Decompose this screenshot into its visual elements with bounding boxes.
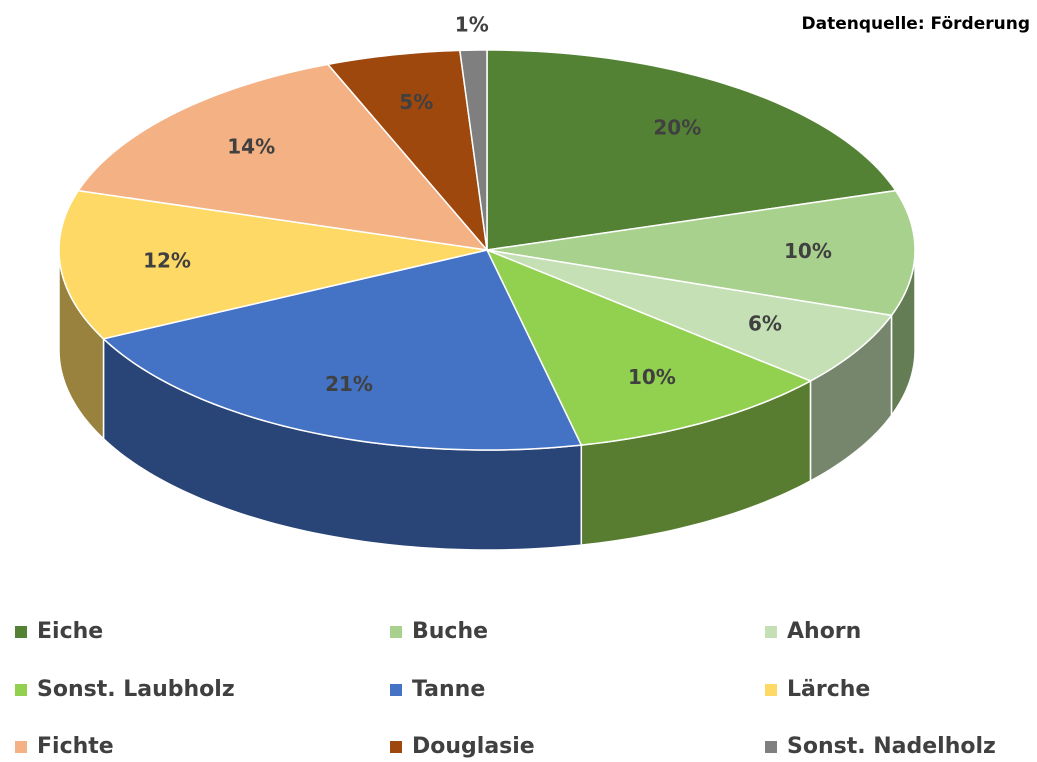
legend-swatch: [765, 684, 777, 696]
slice: [58, 189, 488, 340]
legend-label: Sonst. Nadelholz: [787, 734, 996, 759]
data-label: 10%: [784, 239, 832, 263]
legend-swatch: [765, 626, 777, 638]
slice: [76, 63, 489, 252]
data-label: 14%: [227, 135, 275, 159]
legend-swatch: [15, 684, 27, 696]
source-note: Datenquelle: Förderung: [802, 14, 1031, 34]
legend-swatch: [765, 741, 777, 753]
legend-swatch: [15, 626, 27, 638]
slice: [458, 49, 488, 251]
legend-swatch: [390, 626, 402, 638]
legend-label: Sonst. Laubholz: [37, 677, 235, 702]
data-label: 20%: [653, 116, 701, 140]
legend-label: Fichte: [37, 734, 114, 759]
legend-swatch: [15, 741, 27, 753]
slice: [486, 189, 916, 317]
data-label: 6%: [748, 312, 782, 336]
legend-label: Ahorn: [787, 619, 861, 644]
legend-swatch: [390, 741, 402, 753]
legend-label: Tanne: [412, 677, 485, 702]
legend-label: Lärche: [787, 677, 870, 702]
slice: [101, 249, 583, 451]
slice: [486, 49, 898, 251]
slice: [326, 49, 489, 253]
legend-label: Douglasie: [412, 734, 535, 759]
data-label: 10%: [628, 365, 676, 389]
legend-label: Eiche: [37, 619, 103, 644]
slice: [486, 249, 893, 382]
data-label: 12%: [143, 248, 191, 272]
data-label: 21%: [325, 372, 373, 396]
legend-swatch: [390, 684, 402, 696]
data-label: 1%: [455, 13, 489, 37]
legend-label: Buche: [412, 619, 488, 644]
data-label: 5%: [399, 90, 433, 114]
slice: [485, 248, 813, 446]
